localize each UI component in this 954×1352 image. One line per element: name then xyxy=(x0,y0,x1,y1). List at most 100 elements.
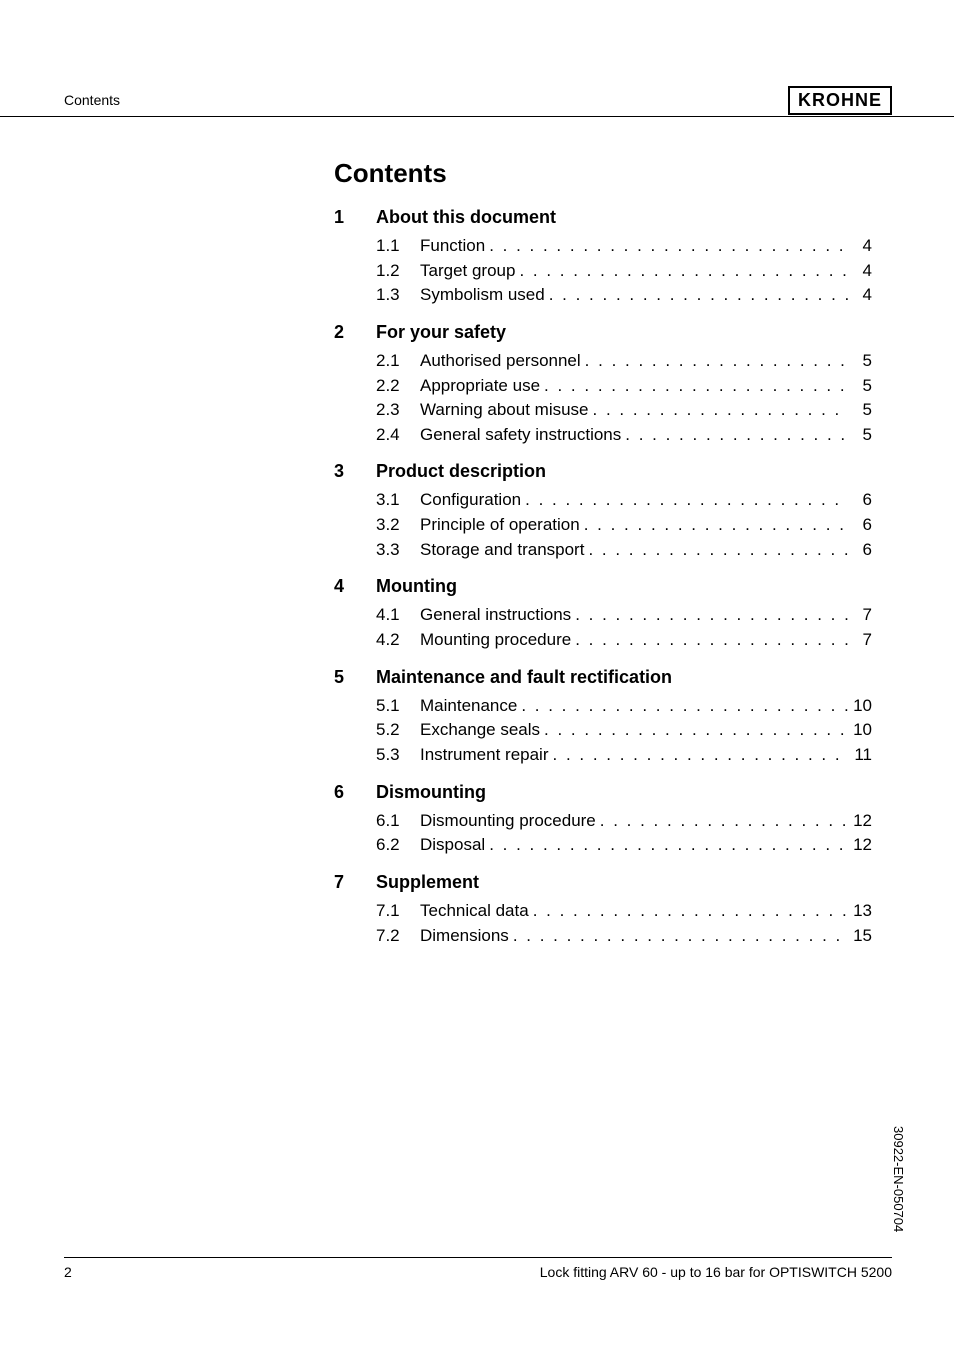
toc-section-number: 6 xyxy=(334,782,376,803)
toc-entry: 3.1Configuration. . . . . . . . . . . . … xyxy=(334,488,872,513)
toc-entry: 4.1General instructions. . . . . . . . .… xyxy=(334,603,872,628)
toc-entry-label: General instructions xyxy=(420,603,571,628)
toc-section-number: 5 xyxy=(334,667,376,688)
toc-section-heading: 1About this document xyxy=(334,207,872,228)
toc-section-title: Dismounting xyxy=(376,782,486,803)
toc-entry-number: 6.2 xyxy=(376,833,420,858)
toc-entry-number: 4.2 xyxy=(376,628,420,653)
toc-entry-number: 5.2 xyxy=(376,718,420,743)
toc-entry-label: Configuration xyxy=(420,488,521,513)
dot-leader: . . . . . . . . . . . . . . . . . . . . … xyxy=(485,234,848,259)
dot-leader: . . . . . . . . . . . . . . . . . . . . … xyxy=(545,283,848,308)
toc-entry-label: Authorised personnel xyxy=(420,349,581,374)
page-footer: 2 Lock fitting ARV 60 - up to 16 bar for… xyxy=(64,1257,892,1280)
toc-section-title: For your safety xyxy=(376,322,506,343)
toc-section-title: Supplement xyxy=(376,872,479,893)
toc-entry-page: 7 xyxy=(848,628,872,653)
toc-entry: 4.2Mounting procedure. . . . . . . . . .… xyxy=(334,628,872,653)
toc-section-heading: 5Maintenance and fault rectification xyxy=(334,667,872,688)
toc-entry-number: 2.1 xyxy=(376,349,420,374)
toc-entry: 7.2Dimensions. . . . . . . . . . . . . .… xyxy=(334,924,872,949)
toc-entry: 2.3Warning about misuse. . . . . . . . .… xyxy=(334,398,872,423)
toc-entry-label: Mounting procedure xyxy=(420,628,571,653)
dot-leader: . . . . . . . . . . . . . . . . . . . . … xyxy=(589,398,848,423)
toc-entry-page: 4 xyxy=(848,259,872,284)
toc-entry-page: 12 xyxy=(848,833,872,858)
toc-entry-page: 15 xyxy=(848,924,872,949)
toc-entry-label: Instrument repair xyxy=(420,743,549,768)
toc-entry-page: 6 xyxy=(848,538,872,563)
toc-entry-page: 12 xyxy=(848,809,872,834)
toc-entry: 3.2Principle of operation. . . . . . . .… xyxy=(334,513,872,538)
dot-leader: . . . . . . . . . . . . . . . . . . . . … xyxy=(521,488,848,513)
dot-leader: . . . . . . . . . . . . . . . . . . . . … xyxy=(596,809,848,834)
toc-entry: 6.2Disposal. . . . . . . . . . . . . . .… xyxy=(334,833,872,858)
dot-leader: . . . . . . . . . . . . . . . . . . . . … xyxy=(571,603,848,628)
toc-entry-number: 6.1 xyxy=(376,809,420,834)
toc-entry-number: 4.1 xyxy=(376,603,420,628)
dot-leader: . . . . . . . . . . . . . . . . . . . . … xyxy=(517,694,848,719)
toc-entry-page: 10 xyxy=(848,718,872,743)
page-header: Contents KROHNE xyxy=(0,92,954,117)
toc-entry-page: 4 xyxy=(848,283,872,308)
toc-entry-label: Dismounting procedure xyxy=(420,809,596,834)
toc-entry-page: 4 xyxy=(848,234,872,259)
toc-entry-number: 3.1 xyxy=(376,488,420,513)
toc-entry-page: 6 xyxy=(848,488,872,513)
toc-entry-number: 7.1 xyxy=(376,899,420,924)
toc-entry-label: Maintenance xyxy=(420,694,517,719)
toc-entry-label: Symbolism used xyxy=(420,283,545,308)
toc-section-title: Product description xyxy=(376,461,546,482)
page-title: Contents xyxy=(334,158,872,189)
toc-entry-label: Target group xyxy=(420,259,515,284)
dot-leader: . . . . . . . . . . . . . . . . . . . . … xyxy=(485,833,848,858)
toc-entry-number: 2.2 xyxy=(376,374,420,399)
toc-entry-number: 1.2 xyxy=(376,259,420,284)
page-number: 2 xyxy=(64,1264,72,1280)
dot-leader: . . . . . . . . . . . . . . . . . . . . … xyxy=(584,538,848,563)
toc-entry-page: 5 xyxy=(848,374,872,399)
toc-list: 1About this document1.1Function. . . . .… xyxy=(334,207,872,948)
toc-entry-page: 5 xyxy=(848,349,872,374)
toc-entry: 7.1Technical data. . . . . . . . . . . .… xyxy=(334,899,872,924)
toc-section-title: Maintenance and fault rectification xyxy=(376,667,672,688)
toc-entry-number: 2.4 xyxy=(376,423,420,448)
dot-leader: . . . . . . . . . . . . . . . . . . . . … xyxy=(621,423,848,448)
toc-entry-label: Warning about misuse xyxy=(420,398,589,423)
toc-entry: 5.3Instrument repair. . . . . . . . . . … xyxy=(334,743,872,768)
toc-entry: 2.1Authorised personnel. . . . . . . . .… xyxy=(334,349,872,374)
toc-entry: 1.2Target group. . . . . . . . . . . . .… xyxy=(334,259,872,284)
dot-leader: . . . . . . . . . . . . . . . . . . . . … xyxy=(540,374,848,399)
toc-section-heading: 7Supplement xyxy=(334,872,872,893)
toc-entry: 5.2Exchange seals. . . . . . . . . . . .… xyxy=(334,718,872,743)
toc-entry: 3.3Storage and transport. . . . . . . . … xyxy=(334,538,872,563)
dot-leader: . . . . . . . . . . . . . . . . . . . . … xyxy=(529,899,848,924)
toc-entry-label: Technical data xyxy=(420,899,529,924)
toc-section-title: About this document xyxy=(376,207,556,228)
toc-section-heading: 6Dismounting xyxy=(334,782,872,803)
dot-leader: . . . . . . . . . . . . . . . . . . . . … xyxy=(540,718,848,743)
toc-entry-label: Function xyxy=(420,234,485,259)
toc-entry: 1.3Symbolism used. . . . . . . . . . . .… xyxy=(334,283,872,308)
toc-entry-page: 10 xyxy=(848,694,872,719)
toc-entry-page: 6 xyxy=(848,513,872,538)
toc-section-title: Mounting xyxy=(376,576,457,597)
dot-leader: . . . . . . . . . . . . . . . . . . . . … xyxy=(571,628,848,653)
document-code: 30922-EN-050704 xyxy=(891,1126,906,1232)
dot-leader: . . . . . . . . . . . . . . . . . . . . … xyxy=(580,513,848,538)
toc-entry-page: 5 xyxy=(848,423,872,448)
toc-entry-number: 5.1 xyxy=(376,694,420,719)
toc-entry-label: Principle of operation xyxy=(420,513,580,538)
toc-entry-label: Appropriate use xyxy=(420,374,540,399)
toc-entry-page: 7 xyxy=(848,603,872,628)
toc-entry: 6.1Dismounting procedure. . . . . . . . … xyxy=(334,809,872,834)
toc-entry-number: 1.3 xyxy=(376,283,420,308)
toc-entry-number: 3.2 xyxy=(376,513,420,538)
toc-entry-label: Disposal xyxy=(420,833,485,858)
toc-section-heading: 2For your safety xyxy=(334,322,872,343)
toc-entry: 5.1Maintenance. . . . . . . . . . . . . … xyxy=(334,694,872,719)
toc-section-heading: 4Mounting xyxy=(334,576,872,597)
toc-section-number: 3 xyxy=(334,461,376,482)
dot-leader: . . . . . . . . . . . . . . . . . . . . … xyxy=(515,259,848,284)
toc-section-number: 4 xyxy=(334,576,376,597)
